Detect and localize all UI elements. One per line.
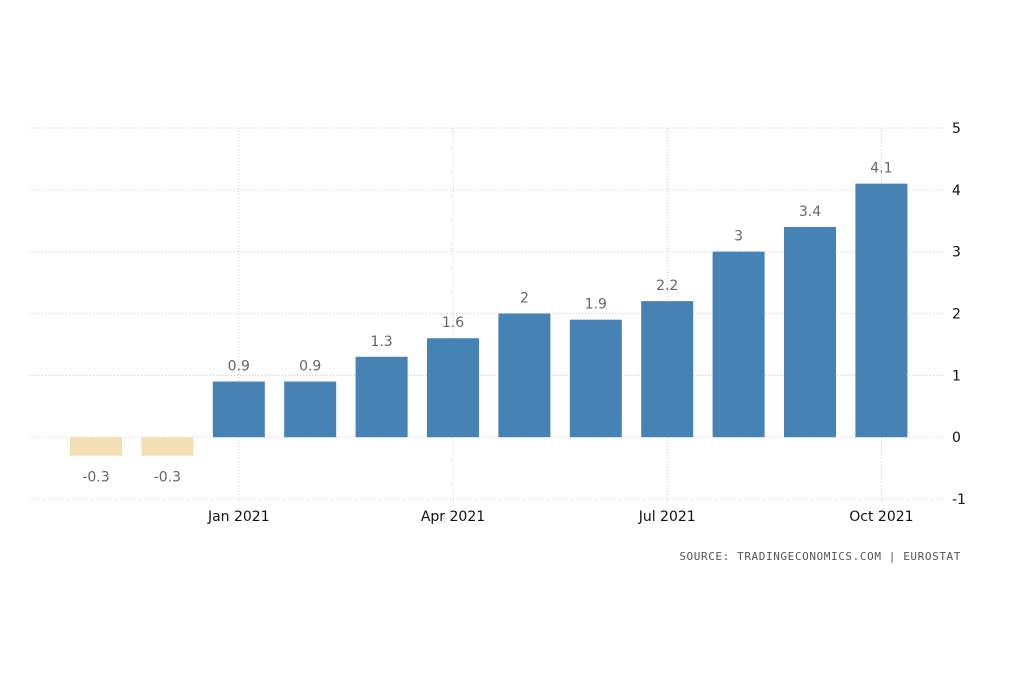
- bar: [355, 356, 408, 438]
- x-tick-label: Jan 2021: [207, 509, 270, 525]
- y-tick-label: -1: [952, 492, 966, 508]
- data-label: -0.3: [82, 470, 109, 486]
- data-label: 3.4: [799, 204, 821, 220]
- bar: [284, 381, 337, 438]
- data-label: 1.3: [370, 334, 392, 350]
- y-tick-label: 2: [952, 307, 961, 323]
- x-tick-label: Oct 2021: [849, 509, 913, 525]
- data-label: 2.2: [656, 278, 678, 294]
- bars: [70, 183, 908, 456]
- x-tick-label: Jul 2021: [638, 509, 696, 525]
- data-label: 2: [520, 291, 529, 307]
- y-tick-label: 1: [952, 368, 961, 384]
- data-label: 0.9: [228, 359, 250, 375]
- data-label: 3: [734, 229, 743, 245]
- data-label: 1.6: [442, 315, 464, 331]
- y-axis: 5 4 3 2 1 0 -1: [952, 121, 966, 508]
- x-tick-label: Apr 2021: [421, 509, 485, 525]
- data-label: -0.3: [154, 470, 181, 486]
- bar: [427, 338, 479, 438]
- bar: [70, 437, 122, 456]
- y-tick-label: 4: [952, 183, 961, 199]
- bar: [712, 251, 765, 438]
- bar: [784, 226, 836, 438]
- data-label: 0.9: [299, 359, 321, 375]
- bar: [141, 437, 194, 456]
- bar: [641, 301, 694, 438]
- x-axis: Jan 2021 Apr 2021 Jul 2021 Oct 2021: [207, 509, 914, 525]
- bar: [569, 319, 622, 438]
- y-tick-label: 0: [952, 430, 961, 446]
- y-tick-label: 5: [952, 121, 961, 137]
- bar: [212, 381, 265, 438]
- gridlines: [30, 127, 944, 503]
- data-labels: -0.3 -0.3 0.9 0.9 1.3 1.6 2 1.9 2.2 3 3.4 4.1: [82, 161, 892, 486]
- data-label: 4.1: [870, 161, 892, 177]
- data-label: 1.9: [585, 297, 607, 313]
- y-tick-label: 3: [952, 245, 961, 261]
- bar: [498, 313, 551, 438]
- bar: [855, 183, 908, 438]
- source-note: SOURCE: TRADINGECONOMICS.COM | EUROSTAT: [679, 550, 961, 563]
